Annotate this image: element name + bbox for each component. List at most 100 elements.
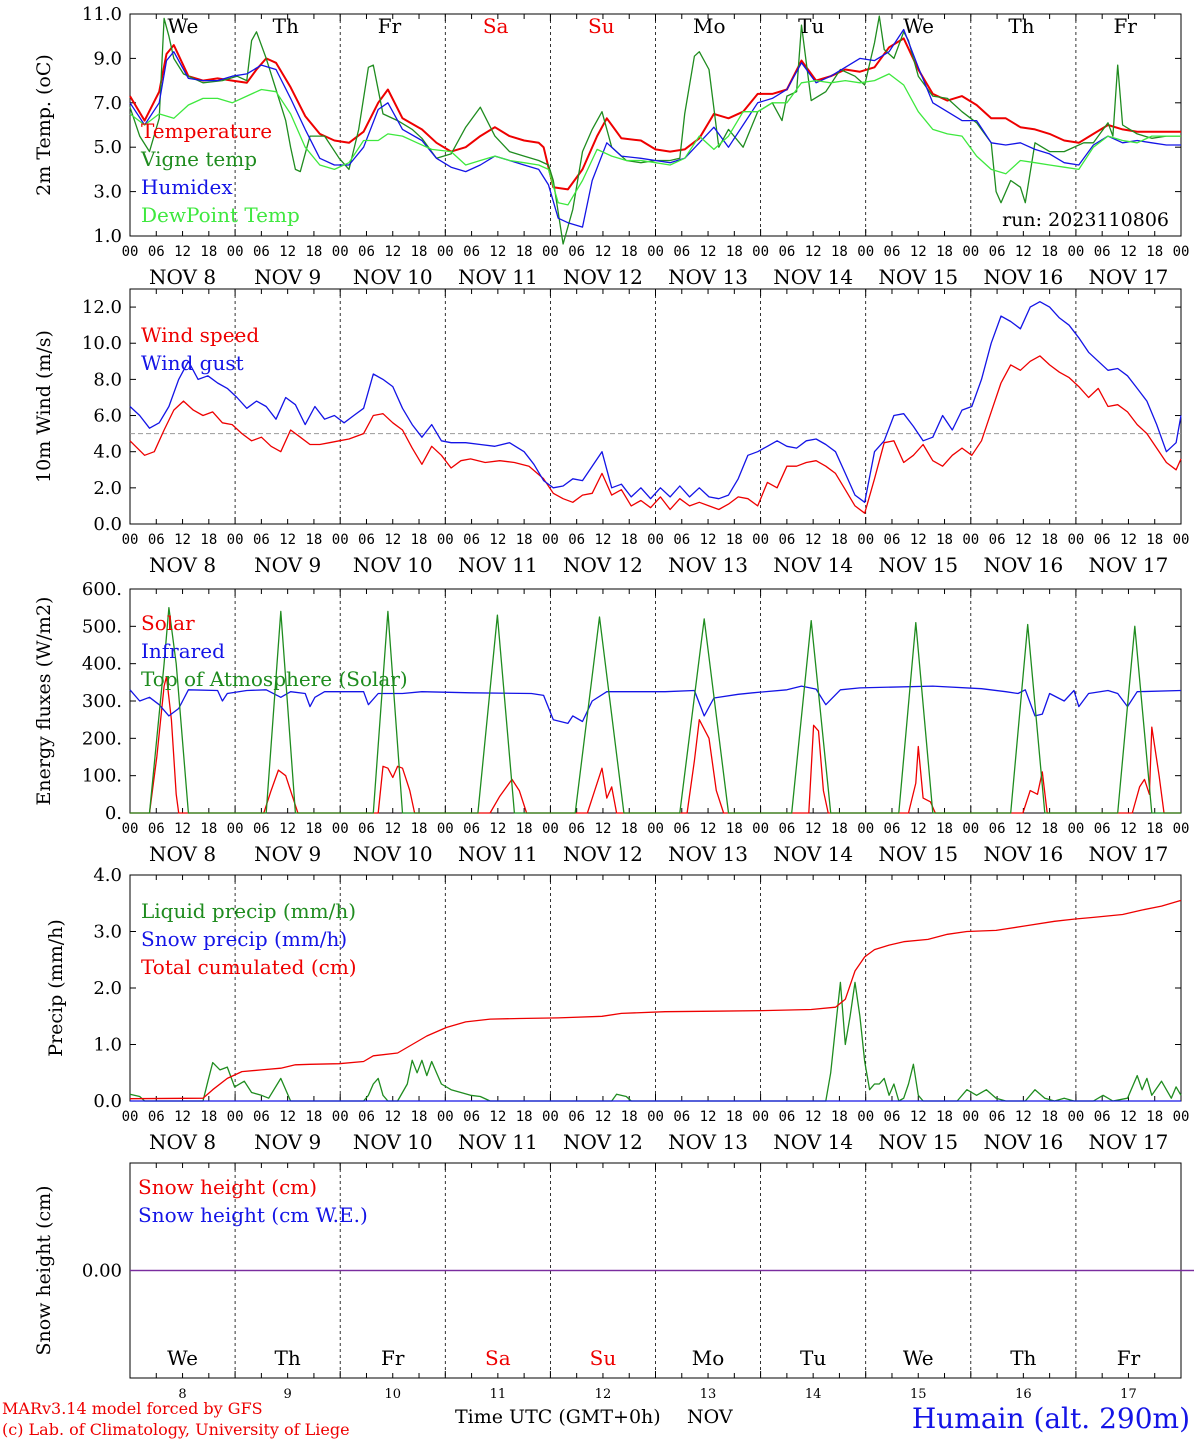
y-tick-label: 5.0 [93, 137, 122, 158]
day-number-label: 8 [178, 1387, 186, 1402]
hour-tick-label: 06 [989, 244, 1006, 260]
day-name-label: Tu [800, 1346, 826, 1370]
day-name-label: Fr [1117, 1346, 1141, 1370]
date-label: NOV 8 [149, 553, 216, 577]
hour-tick-label: 18 [621, 532, 638, 548]
date-label: NOV 11 [458, 842, 538, 866]
hour-tick-label: 18 [200, 821, 217, 837]
hour-tick-label: 18 [305, 532, 322, 548]
hour-tick-label: 18 [305, 244, 322, 260]
day-name-label: Tu [798, 14, 824, 38]
date-label: NOV 10 [353, 265, 433, 289]
hour-tick-label: 18 [831, 244, 848, 260]
hour-tick-label: 00 [647, 821, 664, 837]
date-label: NOV 11 [458, 265, 538, 289]
y-axis-label: 2m Temp. (oC) [33, 54, 55, 196]
y-tick-label: 9.0 [93, 48, 122, 69]
hour-tick-label: 00 [1067, 244, 1084, 260]
hour-tick-label: 18 [411, 821, 428, 837]
hour-tick-label: 06 [673, 821, 690, 837]
day-name-label: Th [1008, 14, 1034, 38]
hour-tick-label: 18 [411, 244, 428, 260]
hour-tick-label: 00 [332, 1109, 349, 1125]
hour-tick-label: 06 [568, 1109, 585, 1125]
date-label: NOV 11 [458, 553, 538, 577]
y-tick-label: 400. [82, 654, 122, 675]
hour-tick-label: 00 [332, 532, 349, 548]
hour-tick-label: 06 [778, 244, 795, 260]
hour-tick-label: 18 [411, 532, 428, 548]
hour-tick-label: 18 [1146, 244, 1163, 260]
date-label: NOV 12 [563, 842, 643, 866]
run-annotation: run: 2023110806 [1002, 209, 1169, 231]
hour-tick-label: 18 [936, 821, 953, 837]
month-label: NOV [687, 1406, 733, 1428]
hour-tick-label: 00 [962, 821, 979, 837]
hour-tick-label: 06 [463, 821, 480, 837]
series-line [129, 301, 1182, 503]
hour-tick-label: 00 [1173, 532, 1190, 548]
series-line [130, 676, 1181, 814]
hour-tick-label: 00 [437, 821, 454, 837]
date-label: NOV 8 [149, 842, 216, 866]
hour-tick-label: 12 [700, 1109, 717, 1125]
y-tick-label: 7.0 [93, 93, 122, 114]
hour-tick-label: 06 [148, 244, 165, 260]
day-number-label: 16 [1015, 1387, 1032, 1402]
series-line [129, 37, 1181, 191]
hour-tick-label: 12 [910, 532, 927, 548]
hour-tick-label: 12 [279, 821, 296, 837]
hour-tick-label: 06 [358, 1109, 375, 1125]
day-name-label: Sa [485, 1346, 511, 1370]
series-line [129, 73, 1181, 206]
date-label: NOV 8 [149, 265, 216, 289]
hour-tick-label: 00 [437, 1109, 454, 1125]
hour-tick-label: 06 [1094, 244, 1111, 260]
date-label: NOV 10 [353, 842, 433, 866]
hour-tick-label: 18 [200, 244, 217, 260]
hour-tick-label: 18 [411, 1109, 428, 1125]
date-label: NOV 9 [254, 842, 321, 866]
y-axis-label: 10m Wind (m/s) [33, 330, 55, 483]
hour-tick-label: 00 [227, 532, 244, 548]
y-axis-label: Energy fluxes (W/m2) [33, 597, 55, 806]
day-number-label: 10 [384, 1387, 401, 1402]
hour-tick-label: 06 [463, 1109, 480, 1125]
hour-tick-label: 06 [568, 532, 585, 548]
hour-tick-label: 12 [805, 1109, 822, 1125]
hour-tick-label: 12 [1120, 244, 1137, 260]
legend-entry: Wind speed [141, 323, 259, 347]
hour-tick-label: 12 [489, 1109, 506, 1125]
hour-tick-label: 18 [1041, 821, 1058, 837]
day-name-label: Fr [1113, 14, 1137, 38]
legend-entry: Humidex [141, 175, 233, 199]
series-line [129, 355, 1182, 514]
series-line [129, 685, 1182, 725]
hour-tick-label: 12 [910, 1109, 927, 1125]
hour-tick-label: 06 [253, 821, 270, 837]
hour-tick-label: 06 [253, 244, 270, 260]
day-name-label: Th [273, 14, 299, 38]
hour-tick-label: 12 [700, 244, 717, 260]
legend-entry: Total cumulated (cm) [141, 955, 357, 979]
hour-tick-label: 00 [542, 1109, 559, 1125]
date-label: NOV 15 [878, 553, 958, 577]
day-name-label: Su [590, 1346, 617, 1370]
hour-tick-label: 00 [542, 244, 559, 260]
hour-tick-label: 06 [568, 821, 585, 837]
legend-entry: Solar [141, 611, 195, 635]
hour-tick-label: 00 [857, 821, 874, 837]
date-label: NOV 10 [353, 1130, 433, 1154]
day-name-label: Th [1010, 1346, 1036, 1370]
date-label: NOV 9 [254, 1130, 321, 1154]
hour-tick-label: 06 [358, 532, 375, 548]
legend-entry: Snow precip (mm/h) [141, 927, 347, 951]
legend-entry: Liquid precip (mm/h) [141, 899, 356, 923]
hour-tick-label: 00 [542, 821, 559, 837]
hour-tick-label: 12 [1120, 821, 1137, 837]
hour-tick-label: 06 [989, 532, 1006, 548]
hour-tick-label: 12 [174, 821, 191, 837]
hour-tick-label: 00 [857, 1109, 874, 1125]
hour-tick-label: 18 [936, 1109, 953, 1125]
hour-tick-label: 12 [489, 821, 506, 837]
